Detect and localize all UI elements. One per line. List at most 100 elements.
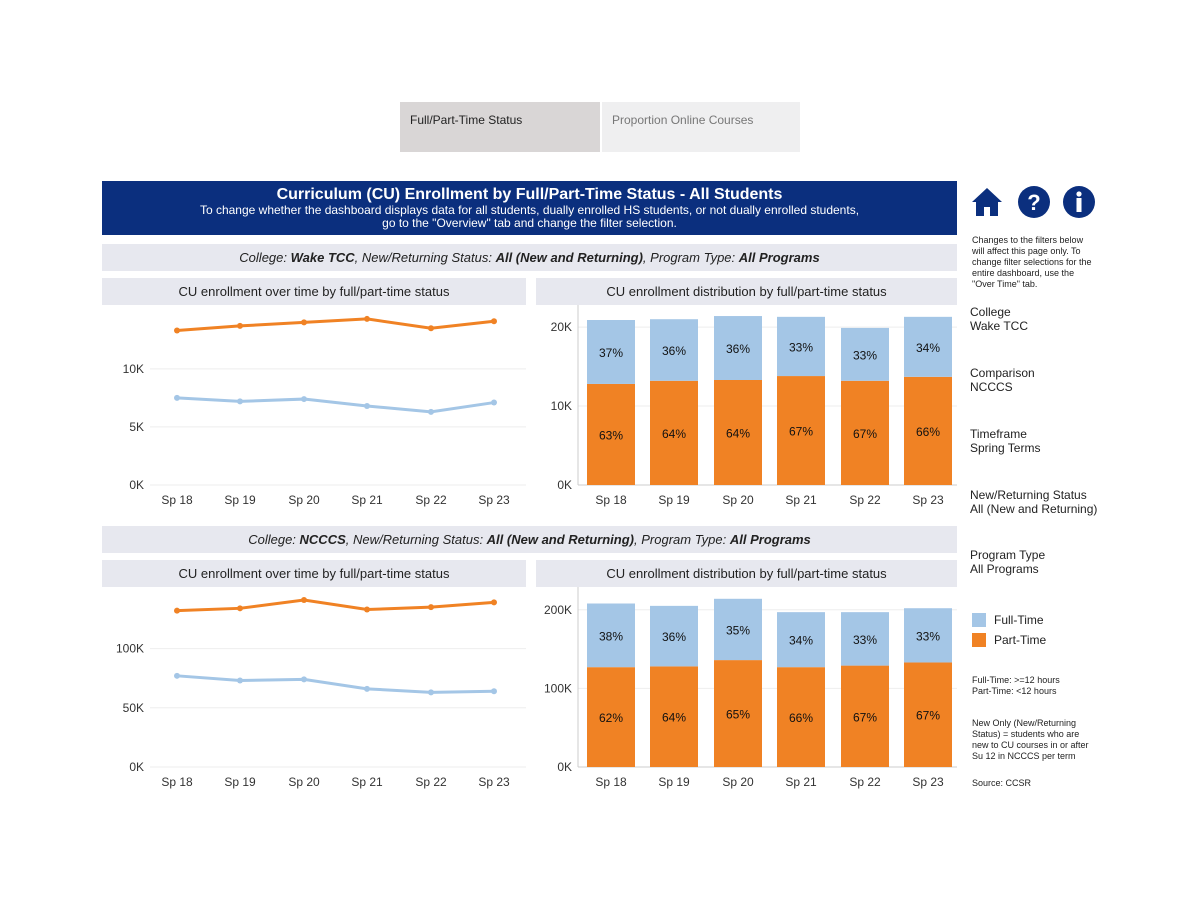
data-point: [237, 322, 243, 329]
filter-summary: College: NCCCS, New/Returning Status: Al…: [102, 526, 957, 553]
data-point: [174, 327, 180, 334]
sidebar-filter[interactable]: New/Returning Status All (New and Returni…: [970, 488, 1098, 516]
y-tick-label: 5K: [129, 420, 144, 434]
page-header: Curriculum (CU) Enrollment by Full/Part-…: [102, 181, 957, 235]
x-tick-label: Sp 19: [658, 775, 690, 789]
filter-label: , New/Returning Status:: [345, 532, 487, 547]
data-label: 64%: [726, 427, 750, 441]
sidebar-filter[interactable]: Timeframe Spring Terms: [970, 427, 1098, 455]
definition-full-time: Full-Time: >=12 hours: [972, 675, 1060, 685]
data-label: 67%: [916, 709, 940, 723]
bar-chart: 0K 10K 20K Sp 18 Sp 19 Sp 20 Sp 21 Sp 22 Sp 23 63…: [551, 305, 957, 507]
bar-part-time: [841, 380, 889, 485]
series-line-full-time: [176, 396, 495, 414]
x-tick-label: Sp 20: [722, 775, 754, 789]
sidebar-filter-label: College: [970, 305, 1011, 319]
data-label: 33%: [853, 633, 877, 647]
bar-part-time: [904, 662, 952, 767]
data-point: [364, 403, 370, 410]
data-point: [237, 398, 243, 405]
bar-part-time: [714, 660, 762, 767]
bar-full-time: [650, 605, 698, 667]
bar-full-time: [714, 598, 762, 661]
bar-part-time: [777, 667, 825, 767]
bar-chart-title: CU enrollment distribution by full/part-…: [536, 278, 957, 305]
legend-full-time[interactable]: Full-Time: [972, 610, 1046, 630]
y-tick-label: 10K: [551, 399, 572, 413]
data-label: 33%: [916, 629, 940, 643]
data-label: 64%: [662, 427, 686, 441]
data-label: 35%: [726, 623, 750, 637]
y-tick-label: 100K: [544, 681, 572, 695]
sidebar-filter[interactable]: Program Type All Programs: [970, 548, 1098, 576]
series-line-part-time: [176, 598, 495, 613]
bar-full-time: [714, 316, 762, 380]
sidebar-filter-value: Spring Terms: [970, 441, 1041, 455]
bar-full-time: [777, 316, 825, 377]
x-tick-label: Sp 22: [415, 775, 447, 789]
filter-label: College:: [239, 250, 291, 265]
filter-label: College:: [248, 532, 300, 547]
sidebar-filter-label: Comparison: [970, 366, 1035, 380]
data-point: [301, 319, 307, 326]
y-tick-label: 0K: [557, 760, 572, 774]
data-label: 63%: [599, 428, 623, 442]
filter-label: , Program Type:: [634, 532, 730, 547]
bar-full-time: [841, 327, 889, 381]
sidebar-filter[interactable]: Comparison NCCCS: [970, 366, 1098, 394]
filter-status: All (New and Returning): [486, 532, 635, 547]
filter-label: , Program Type:: [642, 250, 739, 265]
tab-full-part-time[interactable]: Full/Part-Time Status: [400, 102, 600, 152]
x-tick-label: Sp 20: [288, 775, 320, 789]
source: Source: CCSR: [972, 778, 1032, 788]
y-tick-label: 0K: [129, 478, 144, 492]
bar-full-time: [777, 612, 825, 668]
data-point: [364, 606, 370, 613]
data-point: [237, 605, 243, 612]
bar-full-time: [587, 320, 635, 384]
data-label: 65%: [726, 708, 750, 722]
filter-status: All (New and Returning): [495, 250, 643, 265]
home-icon[interactable]: [970, 185, 1004, 219]
filter-label: , New/Returning Status:: [354, 250, 496, 265]
y-tick-label: 50K: [123, 701, 144, 715]
bar-part-time: [650, 666, 698, 767]
data-label: 34%: [916, 341, 940, 355]
x-tick-label: Sp 18: [161, 775, 193, 789]
data-label: 33%: [789, 340, 813, 354]
data-label: 37%: [599, 346, 623, 360]
data-point: [428, 325, 434, 332]
new-only-note: New Only (New/Returning Status) = studen…: [972, 718, 1089, 761]
data-point: [428, 408, 434, 415]
bar-chart: 0K 100K 200K Sp 18 Sp 19 Sp 20 Sp 21 Sp 22 Sp 23…: [544, 587, 957, 789]
data-label: 66%: [789, 711, 813, 725]
x-tick-label: Sp 19: [224, 775, 256, 789]
full-time-swatch: [972, 613, 986, 627]
x-tick-label: Sp 21: [351, 493, 383, 507]
x-tick-label: Sp 22: [849, 775, 881, 789]
y-tick-label: 0K: [557, 478, 572, 492]
data-label: 38%: [599, 629, 623, 643]
info-icon[interactable]: [1062, 185, 1096, 219]
data-label: 33%: [853, 348, 877, 362]
data-point: [174, 672, 180, 679]
bar-part-time: [777, 376, 825, 485]
x-tick-label: Sp 23: [478, 493, 510, 507]
data-point: [491, 599, 497, 606]
x-tick-label: Sp 21: [785, 493, 817, 507]
data-label: 36%: [662, 344, 686, 358]
help-icon[interactable]: ?: [1017, 185, 1051, 219]
part-time-swatch: [972, 633, 986, 647]
definition-part-time: Part-Time: <12 hours: [972, 686, 1057, 696]
data-point: [174, 394, 180, 401]
tab-proportion-online[interactable]: Proportion Online Courses: [600, 102, 800, 152]
page-title: Curriculum (CU) Enrollment by Full/Part-…: [276, 186, 783, 203]
y-tick-label: 200K: [544, 603, 572, 617]
sidebar-filter[interactable]: College Wake TCC: [970, 305, 1098, 333]
filter-note: Changes to the filters below will affect…: [972, 235, 1092, 289]
bar-part-time: [841, 665, 889, 767]
x-tick-label: Sp 18: [595, 775, 627, 789]
x-tick-label: Sp 20: [722, 493, 754, 507]
series-line-full-time: [176, 674, 495, 694]
legend-part-time[interactable]: Part-Time: [972, 630, 1046, 650]
